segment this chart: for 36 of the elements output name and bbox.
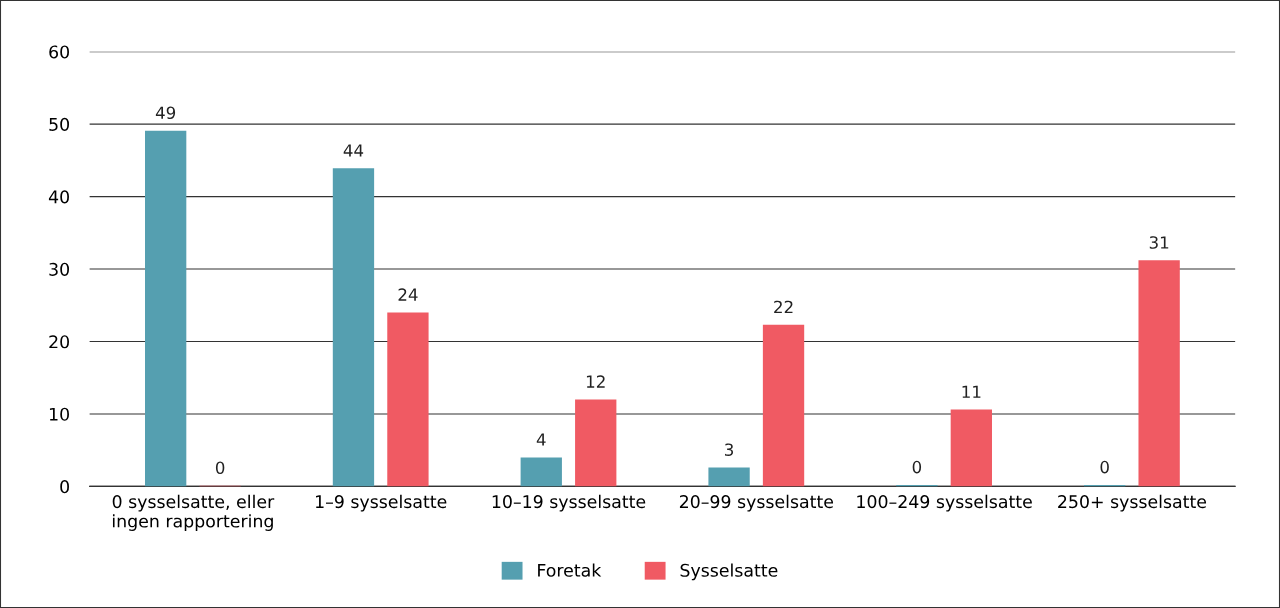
data-label: 11	[962, 385, 981, 398]
data-label: 44	[343, 144, 364, 157]
x-tick-label: 250+ sysselsatte	[1058, 494, 1207, 512]
bar	[332, 168, 375, 487]
y-tick-label: 40	[48, 190, 69, 204]
x-tick-label: 10–19 sysselsatte	[492, 494, 646, 512]
x-tick-label: 0 sysselsatte, eller ingen rapportering	[112, 494, 275, 531]
x-tick-label: 1–9 sysselsatte	[316, 494, 447, 512]
data-label: 12	[586, 375, 605, 388]
data-label: 0	[215, 461, 225, 475]
bar	[575, 399, 617, 487]
data-label: 49	[155, 106, 176, 120]
bar	[1138, 260, 1180, 487]
bar	[145, 130, 187, 487]
y-tick-label: 20	[49, 335, 69, 349]
legend-label: Sysselsatte	[680, 563, 778, 581]
data-label: 3	[725, 443, 734, 456]
y-tick-label: 10	[49, 407, 69, 421]
bar	[762, 324, 805, 487]
y-tick-label: 30	[49, 262, 69, 276]
data-label: 0	[1100, 460, 1109, 474]
legend-label: Foretak	[538, 563, 602, 577]
y-tick-label: 50	[49, 117, 69, 131]
y-tick-label: 0	[60, 480, 69, 494]
data-label: 0	[912, 460, 922, 474]
bar	[950, 409, 992, 487]
y-tick-label: 60	[49, 45, 69, 59]
data-label: 24	[398, 288, 418, 301]
x-tick-label: 100–249 sysselsatte	[857, 494, 1032, 512]
x-tick-label: 20–99 sysselsatte	[679, 494, 834, 512]
data-label: 31	[1149, 236, 1169, 249]
bar	[708, 467, 750, 487]
data-label: 4	[536, 433, 546, 446]
bar	[387, 312, 429, 487]
data-label: 22	[774, 300, 793, 314]
bar	[520, 457, 562, 487]
